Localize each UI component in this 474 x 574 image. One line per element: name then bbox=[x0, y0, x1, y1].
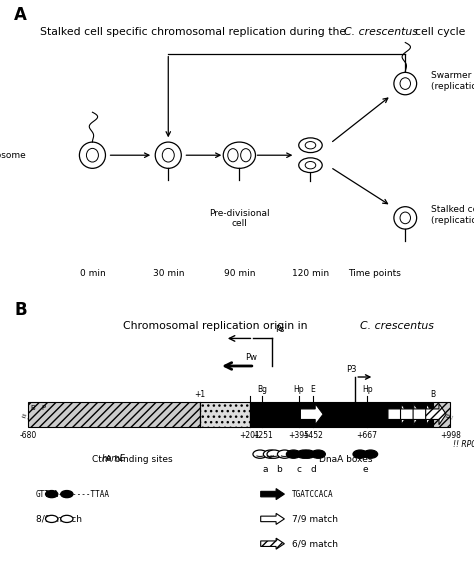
Ellipse shape bbox=[400, 212, 410, 224]
Text: Stalked cell
(replication is initiated): Stalked cell (replication is initiated) bbox=[431, 205, 474, 225]
Bar bbox=[250, 402, 433, 426]
Text: hemE: hemE bbox=[102, 454, 126, 463]
Text: 6/9 match: 6/9 match bbox=[292, 539, 337, 548]
Circle shape bbox=[286, 450, 301, 458]
Text: 90 min: 90 min bbox=[224, 269, 255, 278]
Text: 7/9 match: 7/9 match bbox=[292, 514, 337, 523]
Text: Hp: Hp bbox=[362, 385, 373, 394]
Text: P3: P3 bbox=[346, 365, 356, 374]
Text: c: c bbox=[296, 465, 301, 474]
Ellipse shape bbox=[299, 158, 322, 173]
Text: E: E bbox=[310, 385, 315, 394]
Text: Swarmer cell
(replication not initiated): Swarmer cell (replication not initiated) bbox=[431, 71, 474, 91]
Text: Chromosomal replication origin in: Chromosomal replication origin in bbox=[123, 320, 311, 331]
Polygon shape bbox=[261, 513, 284, 525]
Ellipse shape bbox=[241, 149, 251, 162]
Ellipse shape bbox=[86, 149, 99, 162]
Text: +201: +201 bbox=[239, 430, 260, 440]
Circle shape bbox=[46, 491, 58, 498]
Text: +667: +667 bbox=[356, 430, 378, 440]
Ellipse shape bbox=[400, 77, 410, 90]
Text: Time points: Time points bbox=[348, 269, 401, 278]
Polygon shape bbox=[301, 404, 323, 425]
Polygon shape bbox=[388, 404, 409, 425]
Polygon shape bbox=[426, 404, 446, 425]
Text: GTTAA-------TTAA: GTTAA-------TTAA bbox=[36, 490, 109, 499]
Text: Chromosome: Chromosome bbox=[0, 151, 26, 160]
Text: +395: +395 bbox=[288, 430, 309, 440]
Text: TGATCCACA: TGATCCACA bbox=[292, 490, 333, 499]
Circle shape bbox=[353, 450, 367, 458]
Text: b: b bbox=[276, 465, 282, 474]
Circle shape bbox=[253, 450, 267, 458]
Text: 30 min: 30 min bbox=[153, 269, 184, 278]
Text: +1: +1 bbox=[194, 390, 205, 399]
Text: B: B bbox=[431, 390, 436, 399]
Polygon shape bbox=[413, 404, 434, 425]
Text: -680: -680 bbox=[20, 430, 37, 440]
Text: Hp: Hp bbox=[293, 385, 304, 394]
Text: Stalked cell specific chromosomal replication during the: Stalked cell specific chromosomal replic… bbox=[40, 27, 346, 37]
Text: Ps: Ps bbox=[274, 325, 284, 334]
Polygon shape bbox=[261, 488, 284, 499]
Polygon shape bbox=[367, 404, 397, 425]
Text: !!: !! bbox=[446, 411, 456, 420]
Text: C. crescentus: C. crescentus bbox=[360, 320, 434, 331]
Ellipse shape bbox=[305, 161, 316, 169]
Ellipse shape bbox=[155, 142, 181, 168]
Bar bbox=[200, 402, 250, 426]
Text: +452: +452 bbox=[302, 430, 323, 440]
Circle shape bbox=[297, 450, 311, 458]
Circle shape bbox=[277, 450, 292, 458]
Text: cell cycle: cell cycle bbox=[415, 27, 465, 37]
Text: +251: +251 bbox=[252, 430, 273, 440]
Text: B: B bbox=[14, 301, 27, 319]
Text: Pre-divisional
cell: Pre-divisional cell bbox=[209, 209, 270, 228]
Ellipse shape bbox=[228, 149, 238, 162]
Text: DnaA boxes: DnaA boxes bbox=[319, 455, 373, 464]
Circle shape bbox=[364, 450, 378, 458]
Text: e: e bbox=[363, 465, 368, 474]
Ellipse shape bbox=[162, 149, 174, 162]
Text: 120 min: 120 min bbox=[292, 269, 329, 278]
Text: 0 min: 0 min bbox=[80, 269, 105, 278]
Text: C. crescentus: C. crescentus bbox=[344, 27, 418, 37]
Ellipse shape bbox=[394, 207, 417, 229]
Text: !!: !! bbox=[21, 411, 31, 420]
Circle shape bbox=[61, 515, 73, 522]
Text: Bg: Bg bbox=[257, 385, 267, 394]
Text: Pw: Pw bbox=[245, 353, 257, 362]
Ellipse shape bbox=[305, 142, 316, 149]
Text: 8/9 match: 8/9 match bbox=[36, 514, 82, 523]
Text: +998: +998 bbox=[440, 430, 461, 440]
Text: CtrA binding sites: CtrA binding sites bbox=[92, 455, 173, 464]
Ellipse shape bbox=[223, 142, 255, 168]
Ellipse shape bbox=[80, 142, 105, 168]
Circle shape bbox=[301, 450, 315, 458]
Bar bbox=[433, 402, 450, 426]
Polygon shape bbox=[401, 404, 421, 425]
Text: A: A bbox=[14, 6, 27, 24]
Text: d: d bbox=[310, 465, 316, 474]
Bar bbox=[28, 402, 200, 426]
Circle shape bbox=[311, 450, 325, 458]
Text: !! RP001: !! RP001 bbox=[453, 440, 474, 449]
Text: a: a bbox=[263, 465, 268, 474]
Ellipse shape bbox=[299, 138, 322, 153]
Text: P: P bbox=[41, 405, 46, 410]
Circle shape bbox=[267, 450, 281, 458]
Text: B: B bbox=[31, 405, 36, 410]
Ellipse shape bbox=[394, 72, 417, 95]
Circle shape bbox=[61, 491, 73, 498]
Circle shape bbox=[264, 450, 278, 458]
Polygon shape bbox=[261, 538, 284, 549]
Circle shape bbox=[46, 515, 58, 522]
